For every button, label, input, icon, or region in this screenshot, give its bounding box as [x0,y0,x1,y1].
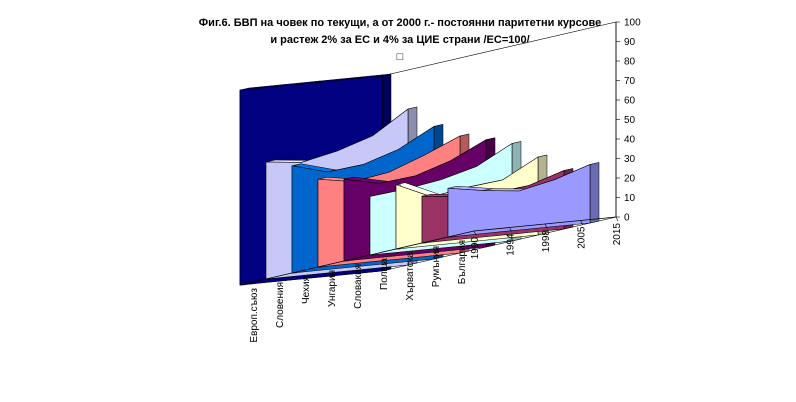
y-tick-label: 40 [624,135,636,146]
chart-axes: 0 10 20 30 40 50 60 70 80 90 100 1990 1994 1998 2005 20… [239,18,641,343]
y-tick-label: 50 [624,115,636,126]
x-tick-mark [580,220,583,225]
series-label: България [457,240,468,284]
y-tick-label: 100 [624,18,641,29]
y-tick-label: 90 [624,37,636,48]
y-tick-label: 80 [624,57,636,68]
series-label: Словения [275,282,286,328]
series-end [589,162,600,224]
depth-axis-line [239,230,475,286]
y-tick-label: 0 [624,213,630,224]
series-label: Чехия [301,276,312,304]
x-tick-mark [615,216,619,222]
x-tick-label: 1998 [541,230,552,253]
x-tick-label: 2015 [612,223,623,246]
y-tick-label: 30 [624,154,636,165]
chart-title-line-3: □ [396,51,404,63]
y-tick-label: 60 [624,96,636,107]
y-tick-label: 70 [624,76,636,87]
x-tick-mark [544,223,548,229]
series-area [447,164,591,238]
series-label: Словакия [353,264,364,309]
chart-title: Фиг.6. БВП на човек по текущи, а от 2000… [150,15,650,66]
x-tick-mark [509,227,512,232]
series-label: Румъния [431,246,442,287]
chart-title-line-1: Фиг.6. БВП на човек по текущи, а от 2000… [198,17,602,29]
y-tick-label: 20 [624,174,636,185]
series-label: Европ.съюз [249,288,260,343]
chart-series-group [239,73,600,286]
series-band [447,162,600,238]
series-label: Унгария [327,270,338,307]
series-label: Полша [379,258,390,290]
x-tick-label: 2005 [577,226,588,249]
x-tick-label: 1990 [470,237,481,260]
x-tick-label: 1994 [506,233,517,256]
y-tick-label: 10 [624,193,636,204]
series-label: Хърватска [405,252,416,301]
chart-title-line-2: и растеж 2% за ЕС и 4% за ЦИЕ страни /ЕС… [270,34,530,46]
x-tick-mark [473,230,477,236]
